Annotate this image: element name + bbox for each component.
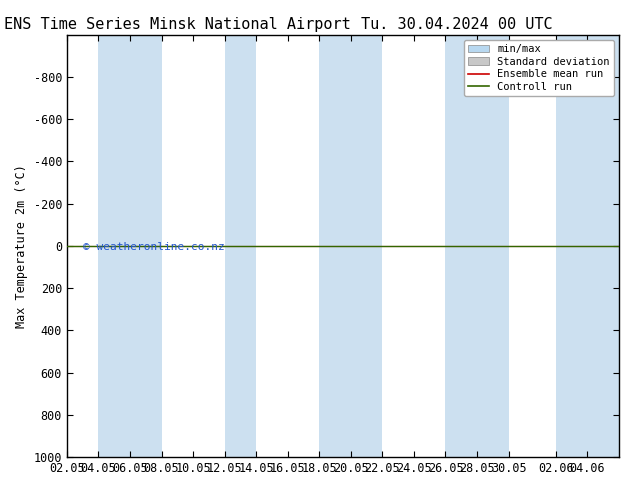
Bar	[98, 35, 130, 457]
Legend: min/max, Standard deviation, Ensemble mean run, Controll run: min/max, Standard deviation, Ensemble me…	[464, 40, 614, 96]
Bar	[320, 35, 351, 457]
Y-axis label: Max Temperature 2m (°C): Max Temperature 2m (°C)	[15, 164, 28, 328]
Bar	[351, 35, 382, 457]
Bar	[130, 35, 162, 457]
Bar	[224, 35, 256, 457]
Bar	[556, 35, 588, 457]
Text: ENS Time Series Minsk National Airport: ENS Time Series Minsk National Airport	[4, 17, 351, 32]
Bar	[446, 35, 477, 457]
Bar	[477, 35, 508, 457]
Text: Tu. 30.04.2024 00 UTC: Tu. 30.04.2024 00 UTC	[361, 17, 552, 32]
Text: © weatheronline.co.nz: © weatheronline.co.nz	[84, 242, 225, 252]
Bar	[588, 35, 619, 457]
